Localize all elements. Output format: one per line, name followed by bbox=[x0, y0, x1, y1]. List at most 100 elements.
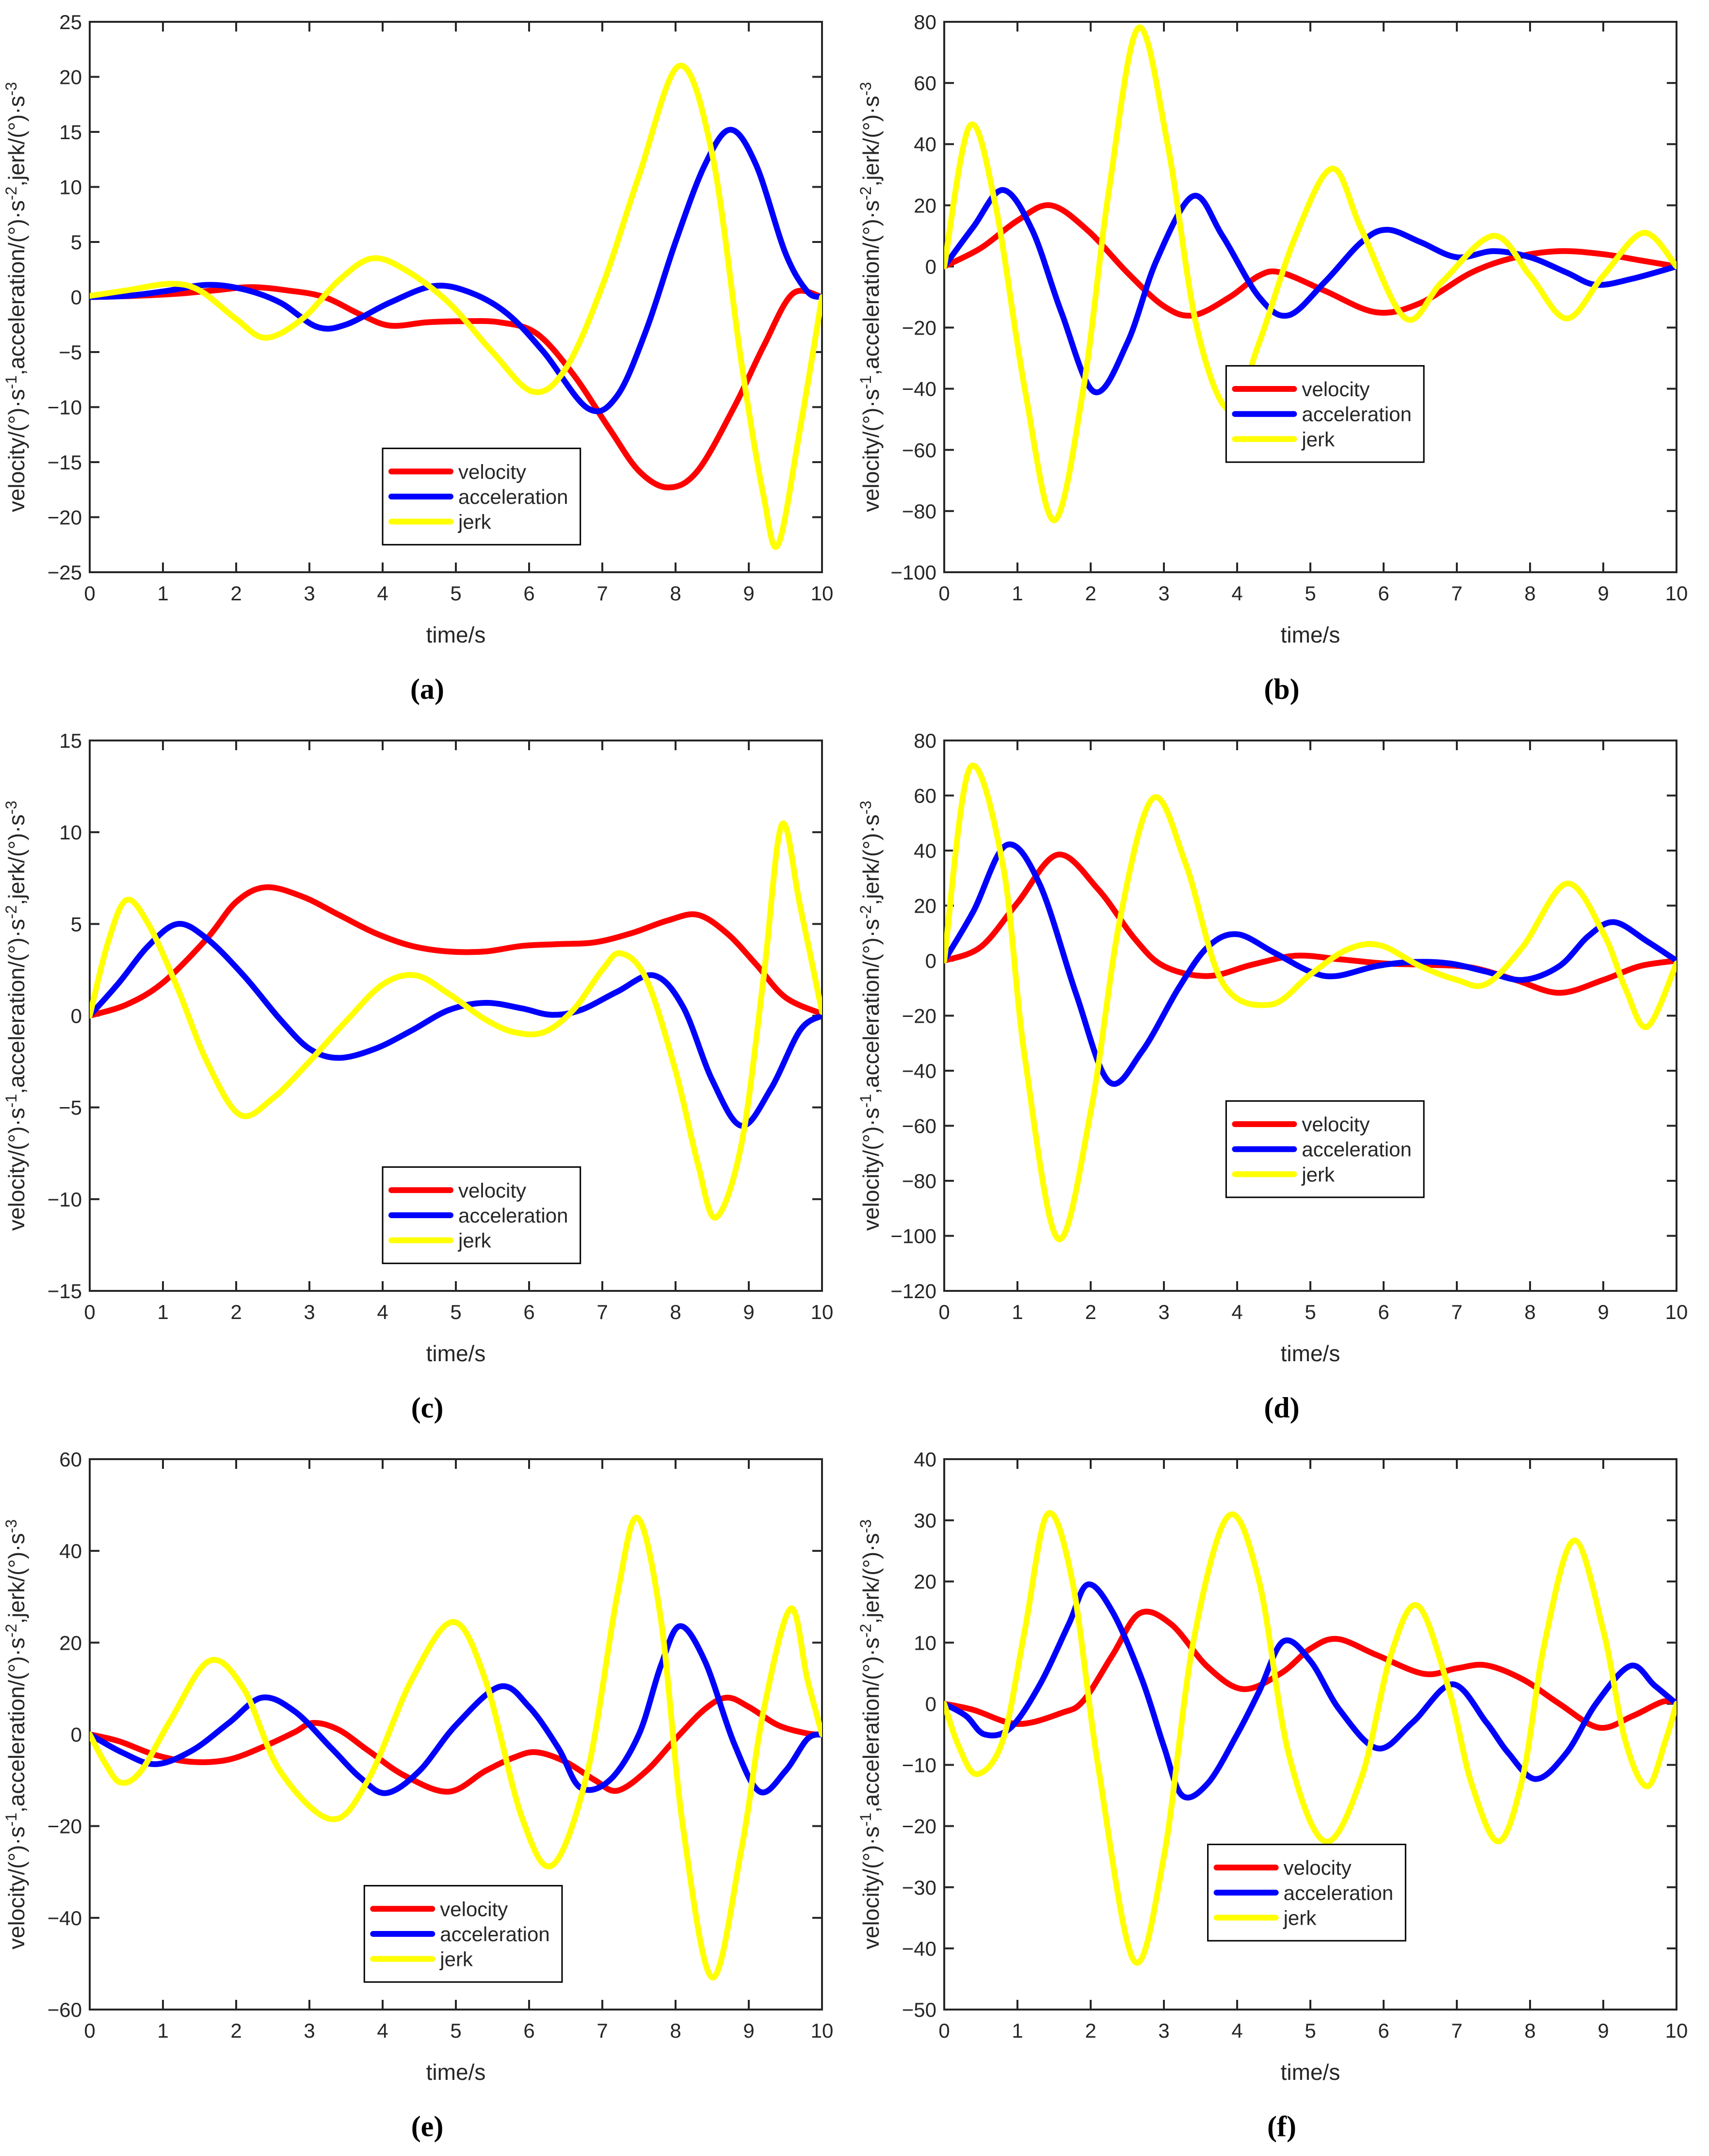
x-tick-label: 9 bbox=[743, 2019, 754, 2042]
legend-label-acceleration: acceleration bbox=[1302, 403, 1411, 426]
x-tick-label: 2 bbox=[1085, 2019, 1096, 2042]
legend-label-acceleration: acceleration bbox=[458, 485, 568, 508]
x-tick-label: 5 bbox=[450, 2019, 461, 2042]
legend-label-jerk: jerk bbox=[1301, 1163, 1335, 1186]
y-tick-label: 20 bbox=[914, 1570, 936, 1593]
y-tick-label: −60 bbox=[902, 1115, 936, 1138]
x-tick-label: 3 bbox=[1158, 1301, 1169, 1323]
x-tick-label: 5 bbox=[1305, 1301, 1316, 1323]
legend-label-velocity: velocity bbox=[458, 460, 526, 483]
y-tick-label: 15 bbox=[59, 729, 82, 752]
x-tick-label: 1 bbox=[157, 1301, 168, 1323]
x-tick-label: 4 bbox=[1231, 2019, 1242, 2042]
y-tick-label: 40 bbox=[914, 839, 936, 862]
legend-label-velocity: velocity bbox=[1284, 1856, 1352, 1879]
y-tick-label: 0 bbox=[71, 286, 82, 309]
y-tick-label: −80 bbox=[902, 1170, 936, 1192]
y-tick-label: 30 bbox=[914, 1509, 936, 1532]
panel-a: 0 1 2 3 4 5 6 7 8 9 10 −25 −20 −15 −10 −5 0 5 10 15 20 25 time… bbox=[0, 0, 854, 719]
y-tick-label: 40 bbox=[914, 1448, 936, 1471]
plot-d: 0 1 2 3 4 5 6 7 8 9 10 −120 −100 −80 −60 −40 −20 0 20 40 60 8… bbox=[857, 729, 1688, 1366]
x-tick-label: 0 bbox=[938, 582, 950, 605]
x-tick-label: 5 bbox=[450, 582, 461, 605]
x-tick-label: 5 bbox=[1305, 582, 1316, 605]
y-tick-label: −40 bbox=[902, 1060, 936, 1082]
x-tick-label: 6 bbox=[523, 582, 534, 605]
x-tick-label: 1 bbox=[157, 582, 168, 605]
legend-label-jerk: jerk bbox=[457, 511, 492, 533]
x-tick-label: 8 bbox=[670, 582, 681, 605]
jerk-curve bbox=[90, 63, 822, 550]
y-tick-label: 5 bbox=[71, 913, 82, 935]
panel-b-caption: (b) bbox=[1264, 673, 1300, 705]
y-tick-label: 5 bbox=[71, 231, 82, 254]
y-tick-label: 0 bbox=[71, 1723, 82, 1746]
y-tick-label: 0 bbox=[71, 1005, 82, 1028]
y-tick-label: −20 bbox=[48, 1815, 82, 1838]
acceleration-curve bbox=[944, 187, 1677, 395]
acceleration-curve bbox=[944, 841, 1677, 1087]
x-tick-label: 2 bbox=[1085, 1301, 1096, 1323]
x-tick-label: 6 bbox=[523, 2019, 534, 2042]
x-tick-label: 8 bbox=[670, 1301, 681, 1323]
y-axis-label: velocity/(°)·s-1​,acceleration/(°)·s-2​,… bbox=[857, 801, 884, 1231]
y-tick-label: −20 bbox=[902, 1815, 936, 1838]
y-tick-label: 0 bbox=[925, 255, 936, 278]
y-tick-label: 40 bbox=[59, 1540, 82, 1562]
x-tick-label: 2 bbox=[230, 2019, 242, 2042]
x-tick-label: 1 bbox=[1012, 582, 1023, 605]
y-axis-label: velocity/(°)·s-1​,acceleration/(°)·s-2​,… bbox=[2, 1519, 29, 1949]
y-tick-label: −20 bbox=[902, 317, 936, 339]
y-tick-label: −60 bbox=[902, 439, 936, 462]
acceleration-curve bbox=[90, 921, 822, 1129]
x-tick-label: 0 bbox=[938, 1301, 950, 1323]
x-tick-label: 1 bbox=[1012, 2019, 1023, 2042]
y-tick-label: 20 bbox=[914, 194, 936, 217]
y-tick-label: −15 bbox=[48, 451, 82, 474]
x-tick-label: 4 bbox=[1231, 582, 1242, 605]
x-tick-label: 3 bbox=[304, 1301, 315, 1323]
axes: 0 1 2 3 4 5 6 7 8 9 10 −100 −80 −60 −40 −20 0 20 40 60 80 bbox=[890, 11, 1688, 605]
y-tick-label: 60 bbox=[59, 1448, 82, 1471]
y-tick-label: 20 bbox=[914, 895, 936, 917]
x-tick-label: 9 bbox=[743, 1301, 754, 1323]
x-tick-label: 1 bbox=[1012, 1301, 1023, 1323]
x-tick-label: 3 bbox=[1158, 2019, 1169, 2042]
x-tick-label: 9 bbox=[1597, 1301, 1609, 1323]
plot-c: 0 1 2 3 4 5 6 7 8 9 10 −15 −10 −5 0 5 10 15 time/s velocity… bbox=[2, 729, 834, 1366]
x-tick-label: 3 bbox=[304, 582, 315, 605]
y-tick-label: 60 bbox=[914, 785, 936, 807]
legend-label-velocity: velocity bbox=[1302, 1113, 1370, 1136]
jerk-curve bbox=[944, 1510, 1677, 1966]
x-axis-label: time/s bbox=[426, 2059, 486, 2085]
x-tick-label: 6 bbox=[1378, 582, 1389, 605]
y-tick-label: 40 bbox=[914, 133, 936, 156]
jerk-curve bbox=[944, 762, 1677, 1242]
velocity-curve bbox=[944, 202, 1677, 319]
y-tick-label: −100 bbox=[890, 561, 936, 584]
jerk-curve bbox=[90, 1514, 822, 1980]
y-tick-label: −20 bbox=[48, 506, 82, 529]
y-tick-label: −100 bbox=[890, 1225, 936, 1248]
legend-label-velocity: velocity bbox=[458, 1179, 526, 1202]
x-tick-label: 8 bbox=[1524, 1301, 1535, 1323]
legend-label-velocity: velocity bbox=[1302, 378, 1370, 401]
y-tick-label: 10 bbox=[59, 176, 82, 199]
x-tick-label: 10 bbox=[811, 1301, 834, 1323]
x-tick-label: 2 bbox=[230, 1301, 242, 1323]
panel-f-caption: (f) bbox=[1267, 2110, 1296, 2142]
x-tick-label: 0 bbox=[84, 2019, 95, 2042]
y-tick-label: −40 bbox=[48, 1907, 82, 1930]
y-tick-label: 80 bbox=[914, 729, 936, 752]
x-tick-label: 8 bbox=[1524, 582, 1535, 605]
x-tick-label: 9 bbox=[743, 582, 754, 605]
x-tick-label: 8 bbox=[670, 2019, 681, 2042]
panel-d-caption: (d) bbox=[1264, 1391, 1300, 1424]
axes: 0 1 2 3 4 5 6 7 8 9 10 −50 −40 −30 −20 −10 0 10 20 30 40 bbox=[902, 1448, 1688, 2042]
x-tick-label: 0 bbox=[84, 582, 95, 605]
y-tick-label: −5 bbox=[59, 1096, 82, 1119]
